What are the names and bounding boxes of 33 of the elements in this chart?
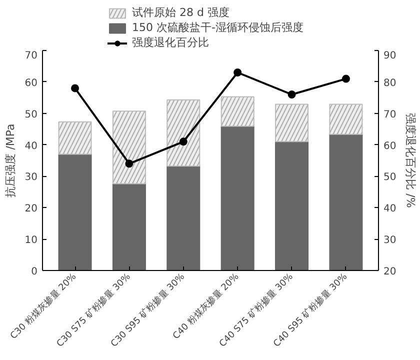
y-tick-label: 10 xyxy=(24,235,38,246)
point xyxy=(234,68,242,76)
y-tick-label: 20 xyxy=(24,204,38,215)
legend-label: 试件原始 28 d 强度 xyxy=(132,5,230,20)
point xyxy=(125,160,134,168)
point xyxy=(342,74,350,83)
y2-tick-label: 20 xyxy=(384,266,396,278)
y2-tick-label: 90 xyxy=(384,50,396,62)
bar xyxy=(166,166,200,270)
y-tick-label: 60 xyxy=(24,78,38,89)
y2-tick-label: 60 xyxy=(384,140,396,152)
bar xyxy=(275,141,309,270)
y-tick-label: 70 xyxy=(24,50,38,62)
y2-tick-label: 80 xyxy=(384,78,396,89)
y-tick-label: 50 xyxy=(24,109,38,120)
point xyxy=(179,138,188,146)
point xyxy=(71,84,80,92)
legend-label: 强度退化百分比 xyxy=(132,35,209,50)
y2-tick-label: 50 xyxy=(384,172,396,184)
bar xyxy=(329,134,363,270)
y2-tick-label: 40 xyxy=(384,204,396,215)
point xyxy=(288,90,296,98)
legend-label: 150 次硫酸盐干-湿循环侵蚀后强度 xyxy=(132,20,304,35)
y2-axis-title: 强度退化百分比 /% xyxy=(404,113,418,208)
y-tick-label: 0 xyxy=(31,266,38,278)
bar xyxy=(220,126,254,270)
y-axis-title: 抗压强度 /MPa xyxy=(4,124,17,198)
bar xyxy=(112,183,146,270)
bar xyxy=(58,154,92,270)
y2-tick-label: 70 xyxy=(384,109,396,120)
y-tick-label: 40 xyxy=(24,140,38,152)
y2-tick-label: 30 xyxy=(384,235,396,246)
y-tick-label: 30 xyxy=(24,172,38,184)
